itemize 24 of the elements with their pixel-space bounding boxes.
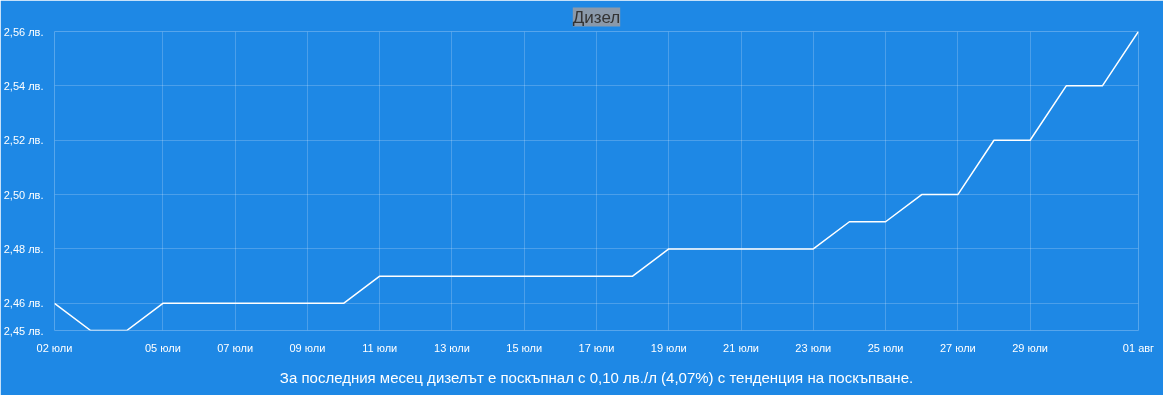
y-tick-label: 2,46 лв. [3, 297, 44, 310]
x-tick-label: 11 юли [362, 341, 398, 354]
y-tick-label: 2,48 лв. [3, 242, 44, 255]
x-tick-label: 23 юли [795, 341, 832, 354]
y-tick-label: 2,56 лв. [3, 25, 44, 38]
text: За последния месец дизелът е поскъпнал с 0,10 лв./л (4,07%) с тенденция на поскъпване. [279, 368, 914, 386]
x-tick-label: 15 юли [506, 341, 543, 354]
x-tick-label: 02 юли [36, 341, 73, 354]
x-tick-label: 13 юли [434, 341, 470, 354]
x-tick-label: 25 юли [867, 341, 904, 354]
x-tick-label: 19 юли [650, 341, 687, 354]
y-tick-label: 2,50 лв. [3, 188, 44, 201]
y-tick-label: 2,52 лв. [3, 134, 44, 147]
x-tick-label: 07 юли [217, 341, 254, 354]
x-tick-label: 09 юли [289, 341, 326, 354]
x-tick-label: 29 юли [1012, 341, 1049, 354]
x-tick-label: 17 юли [578, 341, 615, 354]
y-tick-label: 2,54 лв. [3, 79, 44, 92]
chart-title: Дизел [572, 7, 621, 27]
x-tick-label: 21 юли [723, 341, 759, 354]
x-tick-label: 01 авг [1122, 341, 1155, 354]
x-tick-label: 05 юли [144, 341, 181, 354]
y-tick-label: 2,45 лв. [3, 324, 44, 337]
x-tick-label: 27 юли [939, 341, 976, 354]
